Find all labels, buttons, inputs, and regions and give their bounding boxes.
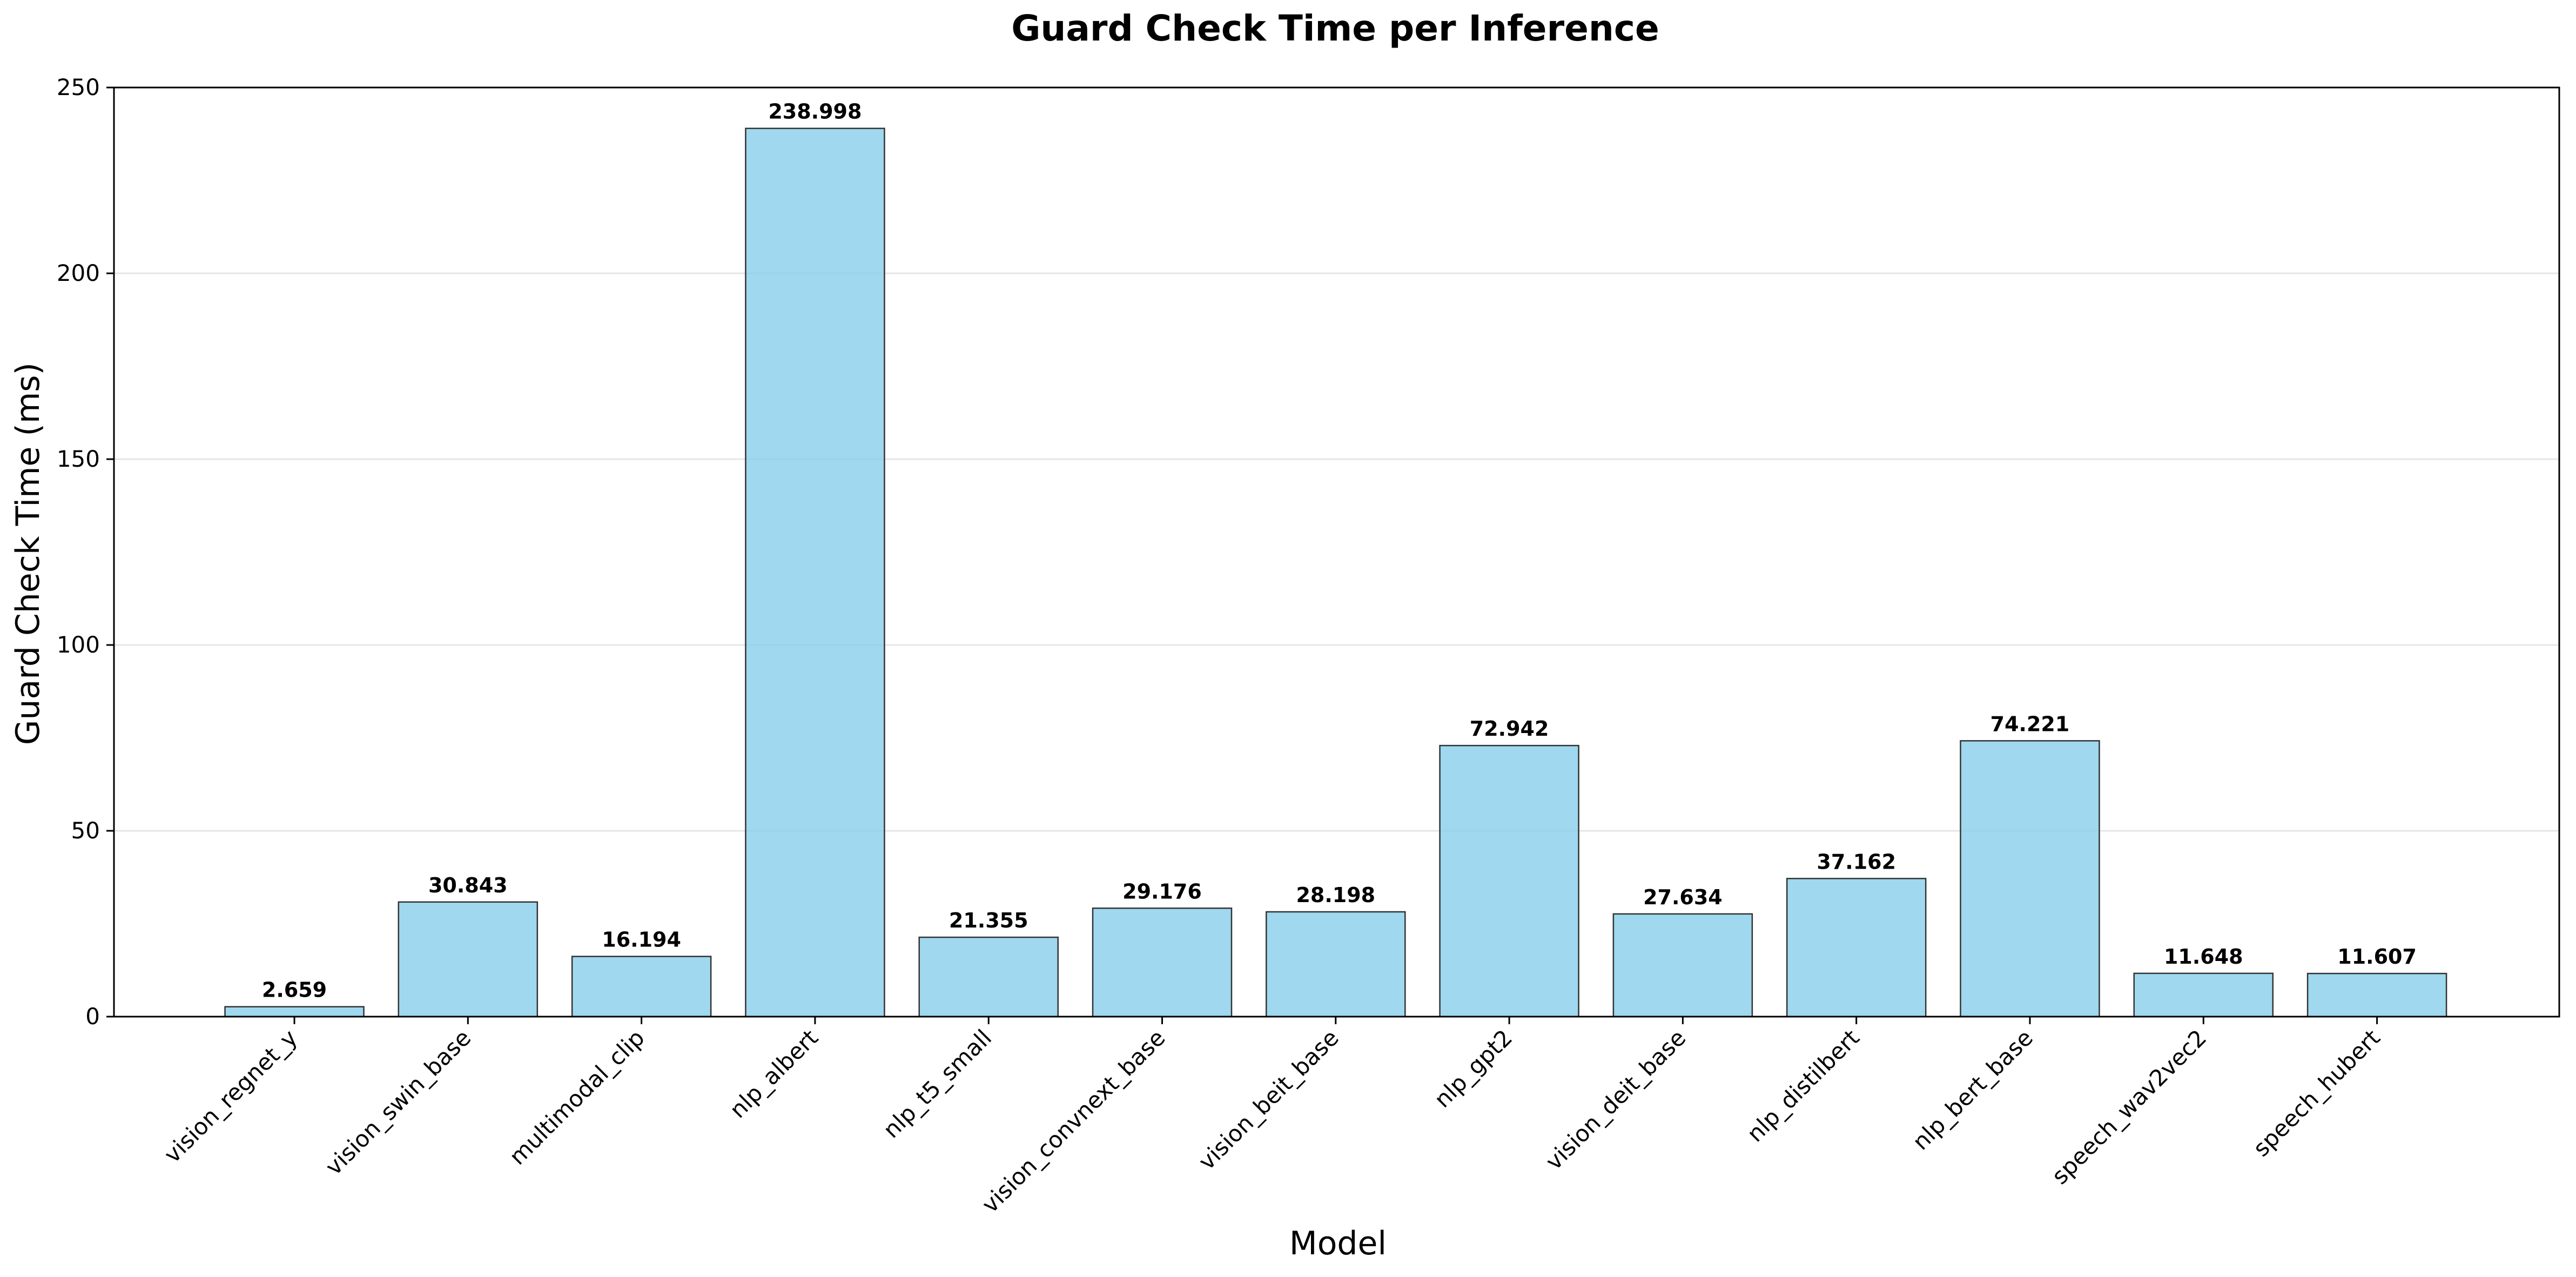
bar — [918, 936, 1059, 1018]
y-tick-label: 200 — [57, 260, 100, 286]
bar — [1439, 744, 1579, 1018]
x-tick-label: vision_deit_base — [1541, 1024, 1691, 1175]
bar-value-label: 27.634 — [1643, 885, 1723, 909]
bar — [1266, 911, 1406, 1018]
bar-value-label: 11.648 — [2164, 945, 2243, 969]
bar-value-label: 29.176 — [1122, 879, 1202, 903]
x-axis-label: Model — [1289, 1225, 1387, 1262]
x-tick-label: speech_hubert — [2248, 1024, 2385, 1161]
y-tick-label: 150 — [57, 446, 100, 472]
bar-value-label: 28.198 — [1296, 883, 1375, 907]
bar-value-label: 37.162 — [1817, 850, 1896, 873]
grid-lines — [114, 272, 2559, 832]
bar — [224, 1006, 365, 1018]
bar — [2133, 972, 2274, 1018]
bars — [224, 127, 2447, 1018]
bar-value-label: 2.659 — [262, 978, 327, 1002]
x-tick-label: vision_regnet_y — [159, 1024, 302, 1168]
y-tick-label: 50 — [71, 817, 100, 844]
y-tick-label: 100 — [57, 631, 100, 658]
axes — [106, 86, 2560, 1024]
bar-value-label: 30.843 — [428, 873, 508, 897]
bar — [571, 956, 712, 1018]
bar-value-label: 21.355 — [949, 909, 1028, 932]
bar — [745, 127, 885, 1018]
labels: 0 50 100 150 200 250 2.659 vision_regnet_y 30.84… — [57, 74, 2417, 1218]
bar-value-label: 16.194 — [602, 928, 681, 952]
bar-value-label: 74.221 — [1990, 712, 2070, 736]
bar-value-label: 72.942 — [1470, 717, 1549, 741]
bar-value-label: 11.607 — [2337, 945, 2417, 969]
x-tick-label: multimodal_clip — [504, 1024, 649, 1170]
x-tick-label: nlp_gpt2 — [1429, 1024, 1517, 1113]
bar — [2306, 972, 2447, 1018]
plot-frame — [113, 86, 2560, 1018]
x-tick-label: speech_wav2vec2 — [2047, 1024, 2212, 1189]
bar-value-label: 238.998 — [768, 100, 862, 124]
bar — [398, 901, 539, 1018]
bar — [1960, 740, 2100, 1018]
bar — [1092, 908, 1233, 1018]
x-tick-label: nlp_bert_base — [1907, 1024, 2038, 1155]
chart-title: Guard Check Time per Inference — [1011, 8, 1659, 49]
y-tick-label: 250 — [57, 74, 100, 100]
x-tick-label: nlp_albert — [724, 1024, 823, 1123]
bar — [1786, 878, 1927, 1018]
x-tick-label: vision_swin_base — [320, 1024, 476, 1180]
x-tick-label: nlp_distilbert — [1742, 1024, 1865, 1147]
y-axis-label: Guard Check Time (ms) — [9, 362, 47, 745]
bar — [1612, 913, 1753, 1018]
x-tick-label: vision_beit_base — [1193, 1024, 1344, 1175]
y-tick-label: 0 — [85, 1003, 100, 1030]
x-tick-label: vision_convnext_base — [977, 1024, 1170, 1218]
x-tick-label: nlp_t5_small — [878, 1024, 997, 1143]
